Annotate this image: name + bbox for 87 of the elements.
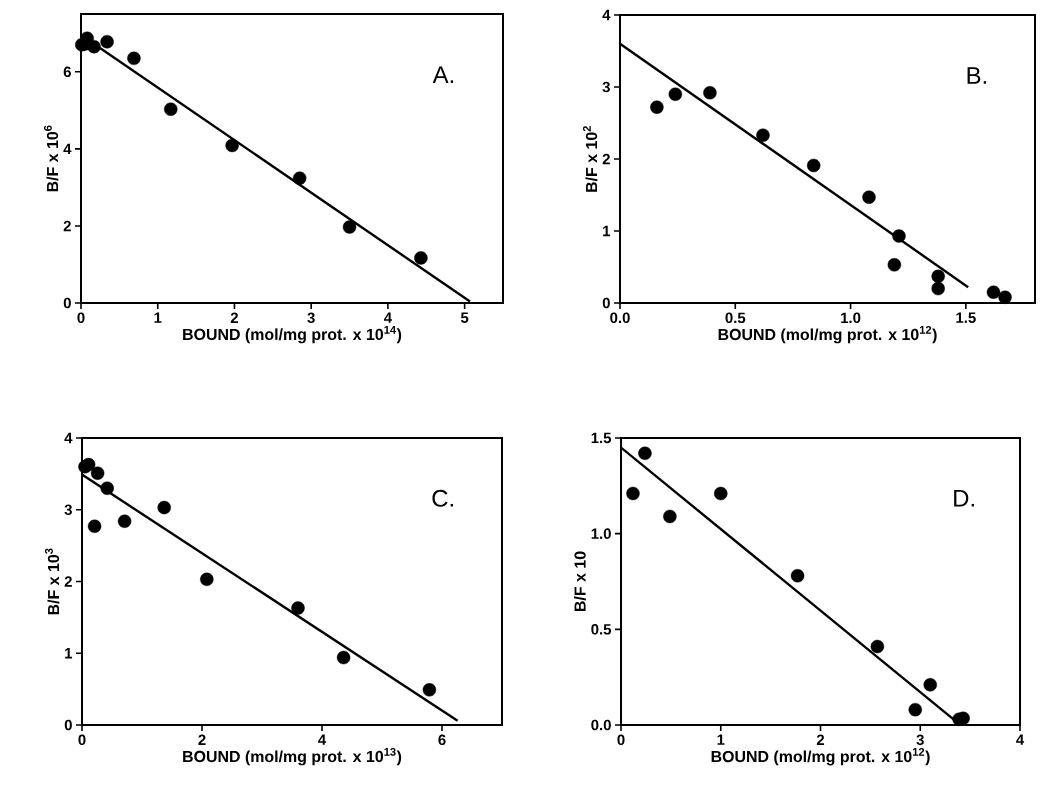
point — [892, 229, 906, 243]
x-tick-label: 1 — [154, 312, 162, 323]
y-tick-label: 2 — [602, 153, 610, 165]
point — [100, 35, 114, 49]
x-tick-label: 1.0 — [841, 312, 861, 324]
point — [663, 509, 677, 524]
point — [998, 290, 1012, 304]
x-tick-label: 3 — [307, 312, 315, 324]
point — [157, 500, 171, 515]
x-tick-label: 4 — [383, 312, 392, 323]
x-tick-label: 3 — [916, 734, 924, 746]
x-tick-label: 1.5 — [956, 312, 976, 323]
point — [200, 572, 214, 587]
x-tick-label: 0.5 — [725, 312, 746, 324]
point — [923, 678, 937, 692]
y-tick-label: 1.5 — [591, 432, 612, 444]
point — [862, 190, 876, 204]
y-tick-label: 0.0 — [591, 719, 611, 731]
x-tick-label: 5 — [460, 312, 469, 323]
annotation: D. — [954, 490, 974, 507]
y-axis-title: B/F x 10$^{3}$ — [44, 548, 60, 615]
annotation: C. — [432, 489, 453, 507]
point — [626, 486, 640, 501]
point — [422, 683, 437, 697]
point — [790, 569, 805, 583]
point — [414, 251, 428, 265]
x-axis-title: BOUND (mol/mg prot. x 10$^{12}$) — [718, 325, 937, 344]
y-tick-label: 3 — [64, 504, 72, 516]
point — [870, 639, 885, 654]
point — [806, 158, 821, 173]
x-tick-label: 2 — [230, 312, 238, 323]
y-tick-label: 1.0 — [591, 528, 611, 539]
y-tick-label: 4 — [63, 143, 72, 155]
y-tick-label: 4 — [602, 9, 611, 21]
point — [100, 481, 114, 495]
x-tick-label: 0 — [77, 312, 85, 324]
y-axis-title: B/F x 10 — [574, 551, 586, 611]
point — [714, 486, 728, 501]
annotation: A. — [432, 66, 454, 83]
y-tick-label: 0 — [64, 719, 72, 731]
x-tick-label: 0.0 — [610, 312, 630, 324]
x-axis-title: BOUND (mol/mg prot. x 10$^{13}$) — [183, 747, 402, 766]
x-tick-label: 2 — [198, 734, 206, 745]
x-tick-label: 2 — [816, 734, 825, 745]
point — [81, 457, 96, 472]
point — [225, 138, 239, 153]
point — [931, 269, 945, 284]
y-tick-label: 1 — [603, 225, 611, 237]
point — [887, 258, 902, 272]
point — [90, 466, 105, 480]
y-axis-title: B/F x 10$^{2}$ — [582, 126, 598, 192]
y-tick-label: 4 — [64, 432, 73, 444]
point — [908, 702, 922, 717]
y-tick-label: 0.5 — [591, 624, 612, 635]
y-tick-label: 1 — [65, 648, 73, 659]
point — [164, 102, 178, 116]
y-tick-label: 2 — [64, 576, 72, 587]
x-tick-label: 6 — [438, 734, 446, 746]
x-tick-label: 4 — [318, 734, 327, 745]
point — [756, 128, 770, 142]
x-tick-label: 0 — [617, 734, 625, 746]
y-tick-label: 0 — [63, 297, 71, 309]
y-tick-label: 2 — [63, 220, 71, 232]
x-axis-title: BOUND (mol/mg prot. x 10$^{12}$) — [711, 747, 930, 766]
point — [336, 650, 351, 665]
x-axis-title: BOUND (mol/mg prot. x 10$^{14}$) — [183, 325, 402, 344]
point — [87, 519, 102, 533]
y-tick-label: 6 — [63, 66, 71, 78]
point — [291, 601, 305, 615]
x-tick-label: 4 — [1016, 734, 1025, 745]
point — [668, 87, 683, 101]
x-tick-label: 1 — [717, 734, 725, 745]
y-tick-label: 0 — [602, 297, 610, 309]
point — [127, 51, 141, 66]
annotation: B. — [967, 67, 987, 84]
point — [931, 281, 945, 296]
point — [703, 86, 717, 100]
point — [117, 514, 132, 528]
point — [292, 171, 307, 185]
y-tick-label: 3 — [602, 81, 610, 93]
x-tick-label: 0 — [78, 734, 86, 746]
point — [638, 446, 652, 460]
point — [342, 220, 357, 234]
point — [87, 40, 101, 54]
point — [986, 285, 1001, 299]
y-axis-title: B/F x 10$^{6}$ — [43, 125, 59, 192]
point — [650, 100, 664, 114]
